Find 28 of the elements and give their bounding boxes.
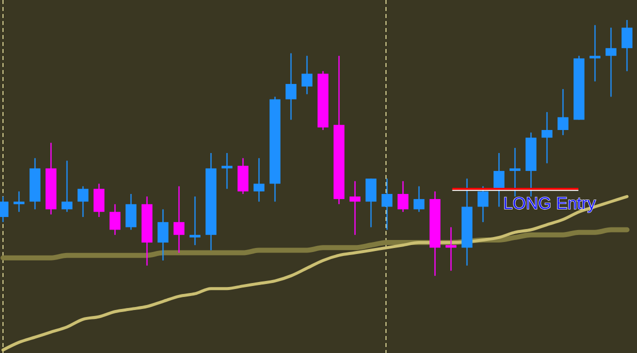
candlestick [622,19,632,72]
candlestick [126,193,136,230]
candlestick [62,160,72,212]
candlestick [158,208,168,262]
candlestick [398,180,408,212]
candlestick [302,55,312,95]
candlestick [366,178,376,228]
candlestick [174,186,184,254]
candlestick [542,111,552,164]
candlestick [510,147,520,198]
candlestick [190,196,200,246]
candlestick [558,88,568,136]
candlestick [110,204,120,236]
candlestick [606,27,616,98]
candlestick [494,152,504,208]
candlestick [382,178,392,230]
candlestick [254,158,264,202]
candlestick [414,186,424,212]
ref-line-label: LONG Entry [503,194,596,213]
candlestick [222,152,232,190]
candlestick [14,190,24,212]
candlestick [478,186,488,223]
candlestick [78,186,88,218]
candlestick [286,52,296,120]
candlestick [350,180,360,236]
candlestick [590,24,600,82]
candlestick [446,226,456,272]
candlestick [94,183,104,218]
